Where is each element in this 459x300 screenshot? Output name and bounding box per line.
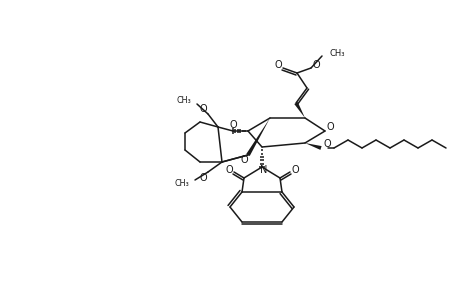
Polygon shape xyxy=(246,118,269,156)
Text: N: N xyxy=(260,165,267,175)
Text: O: O xyxy=(291,165,298,175)
Text: O: O xyxy=(240,155,247,165)
Text: O: O xyxy=(274,60,281,70)
Text: O: O xyxy=(225,165,232,175)
Polygon shape xyxy=(304,143,321,150)
Text: O: O xyxy=(323,139,330,149)
Polygon shape xyxy=(294,102,304,118)
Text: O: O xyxy=(229,120,236,130)
Text: O: O xyxy=(199,173,207,183)
Text: CH₃: CH₃ xyxy=(329,49,345,58)
Text: O: O xyxy=(312,60,319,70)
Text: CH₃: CH₃ xyxy=(174,179,189,188)
Text: CH₃: CH₃ xyxy=(176,95,190,104)
Text: O: O xyxy=(325,122,333,132)
Text: O: O xyxy=(199,104,207,114)
